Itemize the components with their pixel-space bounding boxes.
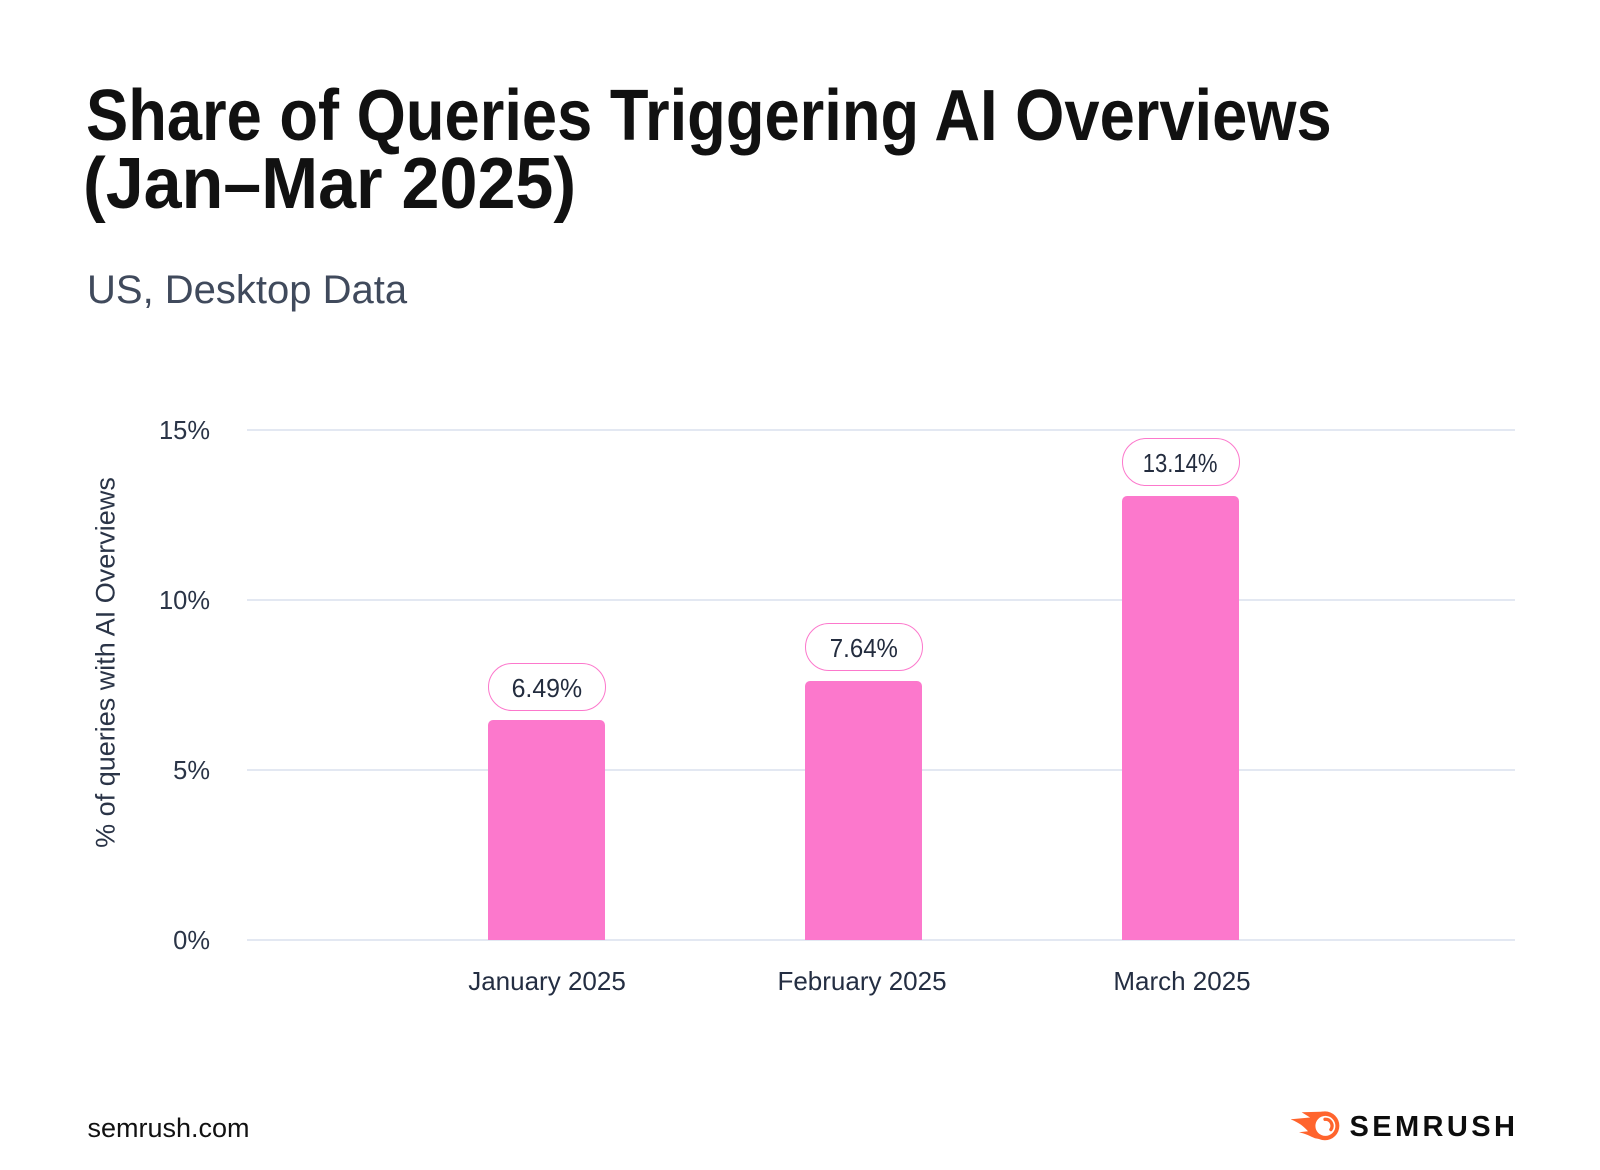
svg-text:SEMRUSH: SEMRUSH [1350, 1111, 1519, 1142]
